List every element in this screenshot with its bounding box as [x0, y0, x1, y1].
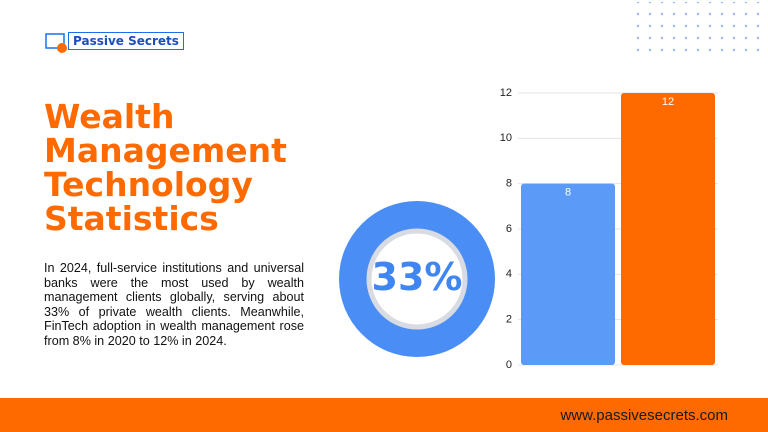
- y-tick-label: 0: [506, 359, 512, 371]
- bar: [521, 183, 615, 365]
- brand: Passive Secrets: [68, 32, 184, 50]
- logo-icon: [45, 33, 65, 49]
- footer-url: www.passivesecrets.com: [560, 407, 728, 424]
- value-label: 12: [662, 96, 674, 108]
- y-tick-label: 4: [506, 268, 512, 280]
- dot-grid: [636, 2, 768, 56]
- donut-inner: [366, 228, 468, 330]
- stat-label: 33%: [371, 255, 463, 299]
- y-tick-label: 2: [506, 314, 512, 326]
- logo-gear: [57, 43, 67, 53]
- y-tick-label: 10: [500, 132, 512, 144]
- value-label: 8: [565, 187, 571, 199]
- y-tick-label: 8: [506, 178, 512, 190]
- y-tick-label: 6: [506, 223, 512, 235]
- y-tick-label: 12: [500, 87, 512, 99]
- footer: www.passivesecrets.com: [0, 398, 768, 432]
- body-text: In 2024, full-service institutions and u…: [44, 261, 304, 348]
- bar: [621, 93, 715, 365]
- title: Wealth Management Technology Statistics: [44, 97, 287, 238]
